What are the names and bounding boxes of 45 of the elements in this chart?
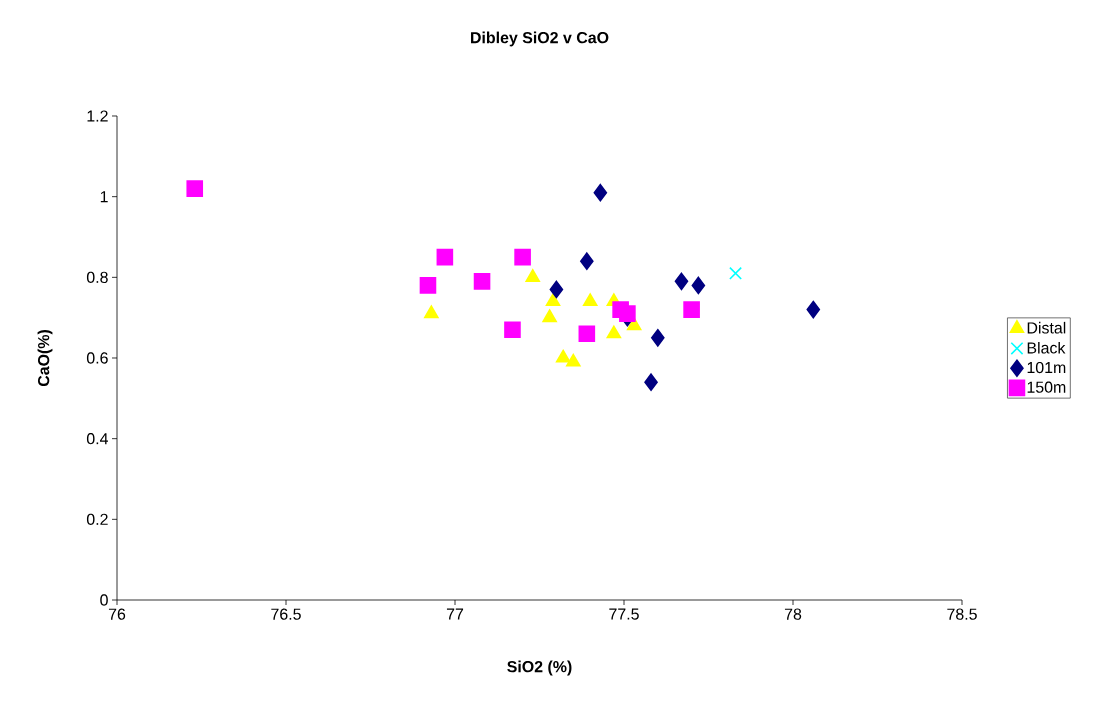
point bbox=[582, 293, 598, 307]
point bbox=[691, 276, 706, 295]
point bbox=[186, 180, 204, 197]
point bbox=[545, 293, 561, 307]
point bbox=[683, 301, 700, 318]
point bbox=[419, 277, 437, 294]
point bbox=[504, 321, 521, 339]
chart-title: Dibley SiO2 v CaO bbox=[471, 31, 609, 47]
x-axis-title: SiO2 (%) bbox=[507, 660, 572, 676]
point bbox=[593, 183, 608, 202]
point bbox=[651, 329, 665, 347]
legend-label: Distal bbox=[1027, 321, 1066, 334]
point bbox=[806, 300, 821, 319]
point bbox=[424, 305, 439, 319]
x-tick-label: 77 bbox=[446, 608, 464, 620]
y-tick-label: 1 bbox=[100, 191, 108, 203]
y-tick-label: 1.2 bbox=[87, 110, 108, 122]
legend-label: 101m bbox=[1027, 361, 1066, 374]
y-tick-label: 0.8 bbox=[86, 271, 108, 283]
point bbox=[674, 272, 689, 291]
y-tick-label: 0.6 bbox=[86, 352, 108, 364]
y-tick-label: 0.2 bbox=[86, 513, 108, 525]
point bbox=[606, 325, 622, 339]
point bbox=[729, 266, 742, 280]
point bbox=[580, 252, 594, 270]
point bbox=[578, 325, 596, 343]
y-tick-label: 0 bbox=[100, 594, 108, 606]
x-tick-label: 77.5 bbox=[609, 608, 639, 620]
point bbox=[473, 273, 491, 290]
x-tick-label: 78.5 bbox=[947, 608, 977, 620]
x-tick-label: 76 bbox=[108, 608, 126, 620]
legend-label: Black bbox=[1027, 341, 1066, 354]
point bbox=[525, 269, 541, 282]
point bbox=[549, 280, 564, 299]
y-axis-title: CaO(%) bbox=[37, 330, 53, 387]
x-tick-label: 76.5 bbox=[271, 608, 301, 620]
point bbox=[514, 248, 531, 266]
x-tick-label: 78 bbox=[784, 608, 802, 620]
legend-label: 150m bbox=[1027, 381, 1066, 393]
y-tick-label: 0.4 bbox=[86, 433, 109, 445]
point bbox=[542, 309, 557, 323]
point bbox=[644, 373, 658, 391]
point bbox=[436, 248, 454, 266]
point bbox=[555, 349, 571, 363]
point bbox=[566, 353, 581, 367]
